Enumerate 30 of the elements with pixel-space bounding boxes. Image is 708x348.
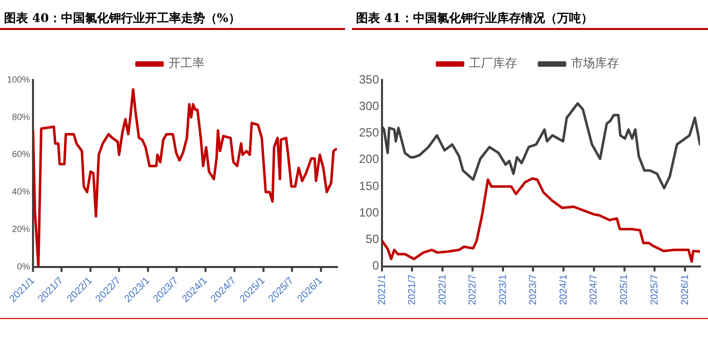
x-tick-label: 2022/1 <box>437 274 448 306</box>
chart-title: 图表 41：中国氯化钾行业库存情况（万吨） <box>352 8 708 30</box>
legend-label: 开工率 <box>168 56 204 70</box>
x-tick-label: 2024/1 <box>558 274 570 306</box>
x-tick-label: 2021/7 <box>406 274 418 306</box>
y-tick-label: 40% <box>12 186 30 197</box>
legend-label: 市场库存 <box>571 56 619 70</box>
x-tick-label: 2023/7 <box>528 274 539 306</box>
y-tick-label: 150 <box>358 178 380 193</box>
y-tick-label: 350 <box>358 72 380 86</box>
x-tick-label: 2024/7 <box>588 274 600 306</box>
y-tick-label: 300 <box>358 98 380 113</box>
x-tick-label: 2026/1 <box>680 274 691 306</box>
y-tick-label: 0% <box>17 261 30 272</box>
x-tick-label: 2025/7 <box>649 274 660 306</box>
y-tick-label: 250 <box>358 126 380 140</box>
y-tick-label: 80% <box>12 112 30 122</box>
x-tick-label: 2022/7 <box>467 274 478 306</box>
x-tick-label: 2025/1 <box>619 274 630 306</box>
legend-label: 工厂库存 <box>469 56 517 70</box>
y-tick-label: 20% <box>12 224 30 234</box>
y-tick-label: 100% <box>6 74 30 84</box>
x-tick-label: 2023/1 <box>498 274 509 306</box>
y-tick-label: 200 <box>358 152 380 166</box>
y-tick-label: 50 <box>366 232 380 246</box>
y-tick-label: 0 <box>372 258 380 273</box>
chart-title: 图表 40：中国氯化钾行业开工率走势（%） <box>0 8 345 30</box>
x-tick-label: 2021/1 <box>376 274 388 306</box>
y-tick-label: 60% <box>12 149 30 160</box>
y-tick-label: 100 <box>358 205 380 220</box>
